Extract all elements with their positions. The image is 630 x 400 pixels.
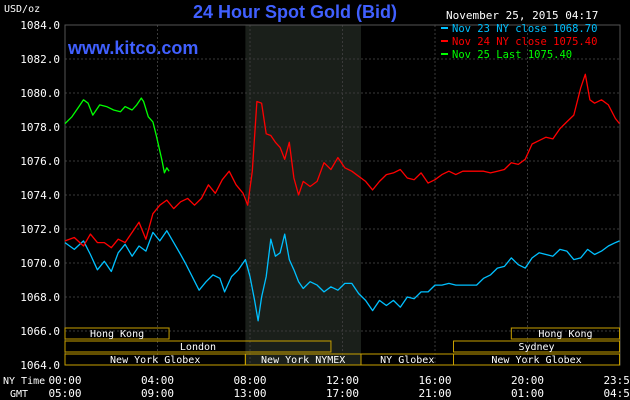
x-tick-gmt: 13:00 — [233, 387, 266, 400]
ny-time-label: NY Time — [3, 376, 45, 387]
y-tick-label: 1072.0 — [20, 223, 60, 236]
x-tick-gmt: 01:00 — [511, 387, 544, 400]
legend-entry: Nov 24 NY close 1075.40 — [452, 36, 597, 48]
x-tick-gmt: 04:59 — [603, 387, 630, 400]
y-tick-label: 1064.0 — [20, 359, 60, 372]
session-label: Sydney — [518, 342, 554, 353]
series-line-1 — [64, 230, 620, 322]
y-tick-label: 1066.0 — [20, 325, 60, 338]
gmt-label: GMT — [10, 389, 28, 400]
y-tick-label: 1080.0 — [20, 87, 60, 100]
chart-texts: 24 Hour Spot Gold (Bid) www.kitco.com No… — [3, 2, 598, 400]
watermark: www.kitco.com — [67, 38, 198, 58]
y-tick-label: 1078.0 — [20, 121, 60, 134]
session-bar — [453, 340, 621, 353]
session-label: New York Globex — [491, 355, 581, 366]
x-tick-gmt: 05:00 — [48, 387, 81, 400]
x-tick-ny: 23:59 — [603, 374, 630, 387]
session-label: Hong Kong — [538, 329, 592, 340]
timestamp: November 25, 2015 04:17 — [446, 9, 598, 22]
series-line-2 — [64, 73, 621, 249]
legend-entry: Nov 23 NY close 1068.70 — [452, 23, 597, 35]
x-tick-ny: 08:00 — [233, 374, 266, 387]
y-axis-label: USD/oz — [4, 4, 40, 15]
y-tick-label: 1068.0 — [20, 291, 60, 304]
session-bar — [64, 327, 170, 340]
session-label: London — [180, 342, 216, 353]
axes: 1084.0 1082.0 1080.0 1078.0 1076.0 1074.0 1072… — [20, 19, 630, 400]
x-tick-gmt: 17:00 — [326, 387, 359, 400]
y-tick-label: 1070.0 — [20, 257, 60, 270]
legend-entry: Nov 25 Last 1075.40 — [452, 49, 572, 61]
series-lines — [64, 73, 621, 322]
x-tick-ny: 00:00 — [48, 374, 81, 387]
trading-sessions: Hong Kong Hong Kong London Sydney New York G… — [64, 327, 621, 366]
y-tick-label: 1082.0 — [20, 53, 60, 66]
x-tick-ny: 20:00 — [511, 374, 544, 387]
y-tick-label: 1084.0 — [20, 19, 60, 32]
x-tick-ny: 04:00 — [141, 374, 174, 387]
session-label: Hong Kong — [90, 329, 144, 340]
session-label: NY Globex — [380, 355, 434, 366]
chart-title: 24 Hour Spot Gold (Bid) — [193, 2, 397, 22]
session-bar — [510, 327, 621, 340]
y-tick-label: 1074.0 — [20, 189, 60, 202]
y-tick-label: 1076.0 — [20, 155, 60, 168]
session-bar — [453, 353, 621, 366]
x-tick-ny: 12:00 — [326, 374, 359, 387]
x-tick-gmt: 09:00 — [141, 387, 174, 400]
series-line-3 — [64, 97, 170, 174]
x-tick-gmt: 21:00 — [418, 387, 451, 400]
x-tick-ny: 16:00 — [418, 374, 451, 387]
session-label: New York Globex — [110, 355, 200, 366]
session-label: New York NYMEX — [261, 355, 345, 366]
plot-area — [64, 24, 621, 366]
session-bar — [64, 340, 332, 353]
